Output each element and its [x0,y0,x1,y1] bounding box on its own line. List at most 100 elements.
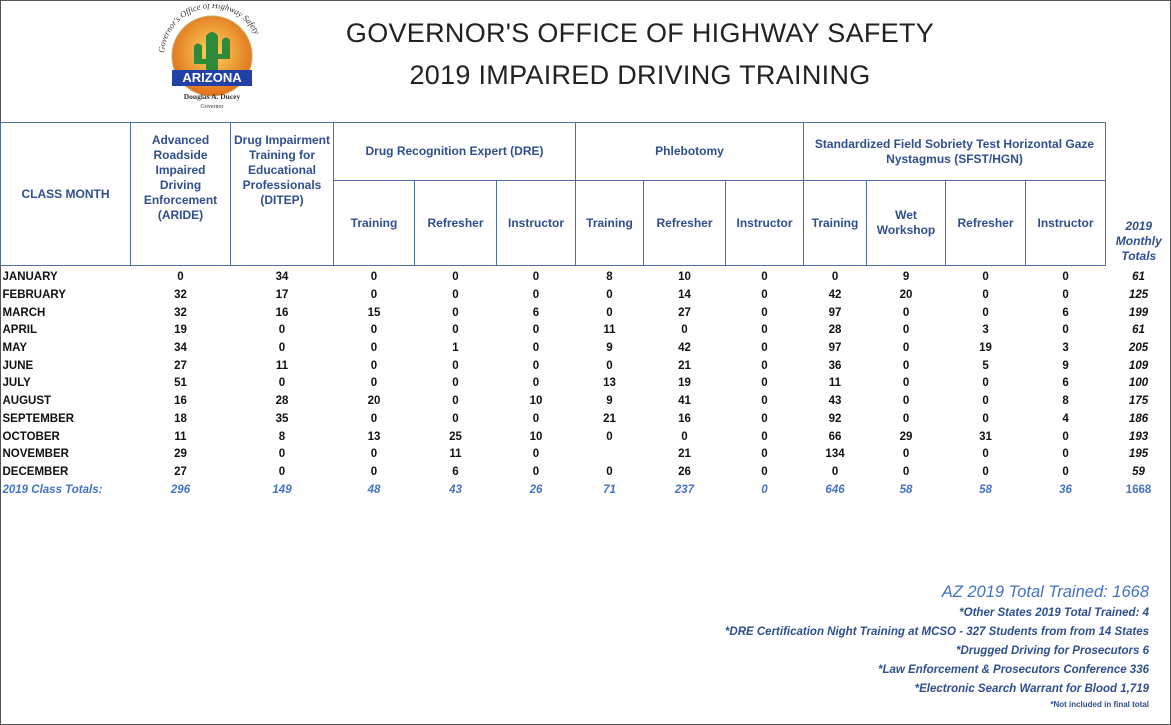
month-cell: JANUARY [2,271,58,284]
value-cell: 29 [899,430,913,443]
data-row: DECEMBER 27 0 0 6 0 0 26 0 0 0 0 0 59 [1,463,1171,481]
data-row: MAY 34 0 0 1 0 9 42 0 97 0 19 3 205 [1,339,1171,357]
value-cell: 0 [452,395,459,408]
value-cell: 19 [979,342,992,355]
value-cell: 6 [532,306,540,319]
value-cell: 1 [452,342,459,355]
value-cell [576,445,644,463]
totals-cell: 58 [899,483,913,496]
value-cell: 0 [681,324,688,337]
total-cell: 205 [1128,342,1149,355]
column-header: Instructor [724,180,805,266]
totals-cell: 48 [367,483,381,496]
value-cell: 0 [761,359,768,372]
totals-cell: 0 [761,483,768,496]
value-cell: 0 [831,465,839,478]
value-cell: 0 [606,465,613,478]
value-cell: 0 [177,271,184,284]
value-cell: 9 [606,395,613,408]
value-cell: 0 [681,430,688,443]
month-cell: JUNE [2,359,34,372]
value-cell: 20 [899,289,913,302]
data-row: JULY 51 0 0 0 0 13 19 0 11 0 0 6 100 [1,375,1171,393]
column-header: Refresher [643,180,726,266]
value-cell: 0 [532,271,540,284]
data-row: OCTOBER 11 8 13 25 10 0 0 0 66 29 31 0 193 [1,428,1171,446]
value-cell: 9 [606,342,613,355]
value-cell: 3 [982,324,989,337]
month-cell: MAY [2,342,28,355]
value-cell: 97 [828,306,842,319]
value-cell: 3 [1062,342,1069,355]
value-cell: 0 [902,324,910,337]
data-row: FEBRUARY 32 17 0 0 0 0 14 0 42 20 0 0 125 [1,286,1171,304]
value-cell: 0 [902,448,910,461]
total-cell: 100 [1128,377,1149,390]
column-header: Refresher [414,180,497,266]
value-cell: 0 [370,448,378,461]
value-cell: 0 [532,377,540,390]
data-row: NOVEMBER 29 0 0 11 0 21 0 134 0 0 0 195 [1,445,1171,463]
title: GOVERNOR'S OFFICE OF HIGHWAY SAFETY [345,18,935,48]
value-cell: 0 [370,412,378,425]
totals-cell: 71 [603,483,616,496]
value-cell: 0 [606,289,613,302]
value-cell: 97 [828,342,842,355]
value-cell: 0 [278,465,286,478]
data-row: AUGUST 16 28 20 0 10 9 41 0 43 0 0 8 175 [1,392,1171,410]
value-cell: 10 [678,271,691,284]
value-cell: 0 [1062,324,1069,337]
totals-cell: 26 [529,483,543,496]
group-row: CLASS MONTH Advanced Roadside Impaired Dr… [0,122,1171,266]
month-cell: OCTOBER [2,430,60,443]
value-cell: 0 [761,412,768,425]
month-cell: SEPTEMBER [2,412,75,425]
column-header: Training [803,180,868,266]
totals-cell: 58 [979,483,992,496]
data-row: JUNE 27 11 0 0 0 0 21 0 36 0 5 9 109 [1,357,1171,375]
value-cell: 0 [761,306,768,319]
value-cell: 13 [603,377,616,390]
value-cell: 0 [902,395,910,408]
data-row: JANUARY 0 34 0 0 0 8 10 0 0 9 0 0 61 [1,269,1171,287]
value-cell: 0 [761,465,768,478]
value-cell: 21 [603,412,616,425]
value-cell: 36 [828,359,842,372]
value-cell: 0 [532,289,540,302]
value-cell: 0 [370,342,378,355]
column-header: Wet Workshop [866,180,947,266]
value-cell: 0 [902,306,910,319]
value-cell: 8 [606,271,613,284]
value-cell: 10 [529,395,543,408]
value-cell: 15 [367,306,381,319]
value-cell: 0 [982,306,989,319]
logo-band [172,70,252,86]
value-cell: 28 [275,395,289,408]
subheader-row: Training Refresher Instructor Training Refre… [1,180,1171,266]
value-cell: 66 [828,430,842,443]
group-header: Drug Impairment Training for Educational… [230,122,334,266]
value-cell: 0 [761,289,768,302]
column-header: Instructor [496,180,576,266]
value-cell: 42 [828,289,842,302]
value-cell: 0 [452,412,459,425]
value-cell: 0 [606,306,613,319]
value-cell: 0 [1062,448,1069,461]
value-cell: 34 [174,342,187,355]
row-header: CLASS MONTH [0,122,131,266]
grand-total: 1668 [1125,483,1152,496]
group-header: Phlebotomy [574,122,805,181]
month-cell: AUGUST [2,395,52,408]
value-cell: 27 [174,359,187,372]
value-cell: 16 [678,412,691,425]
value-cell: 92 [828,412,842,425]
value-cell: 0 [532,342,540,355]
value-cell: 0 [902,359,910,372]
value-cell: 0 [606,359,613,372]
value-cell: 21 [678,448,691,461]
total-cell: 195 [1128,448,1149,461]
month-cell: JULY [2,377,31,390]
value-cell: 31 [979,430,992,443]
value-cell: 42 [678,342,691,355]
value-cell: 19 [174,324,187,337]
